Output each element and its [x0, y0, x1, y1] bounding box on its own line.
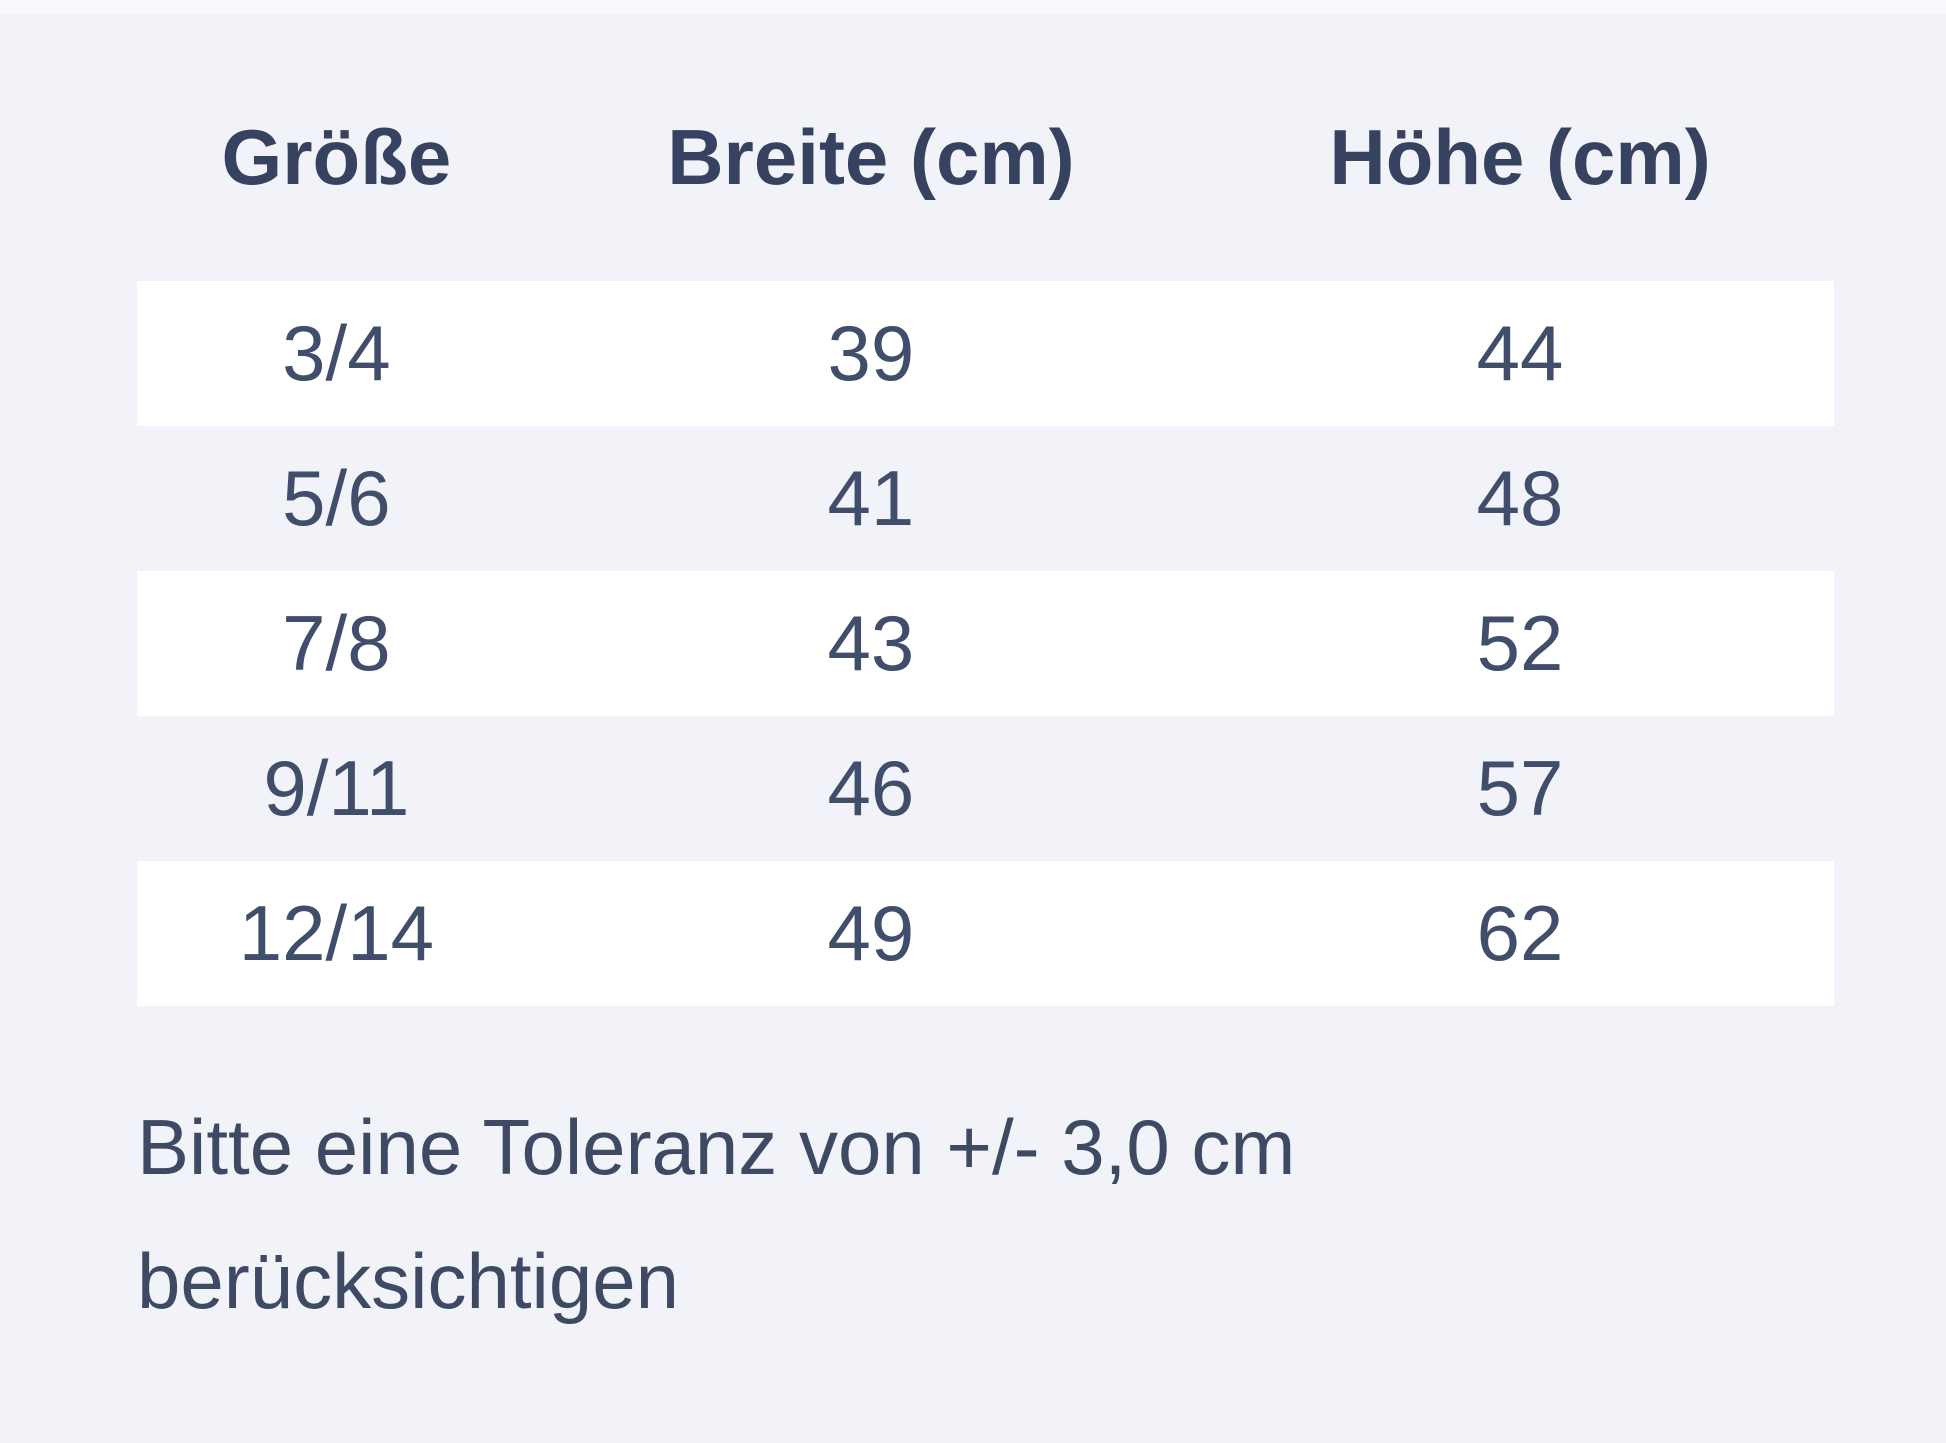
- table-cell: 7/8: [282, 599, 391, 687]
- table-cell: 41: [827, 454, 915, 542]
- table-cell: 9/11: [263, 744, 410, 832]
- table-row: 3/4 39 44: [137, 281, 1834, 426]
- table-cell: 52: [1476, 599, 1564, 687]
- size-table-body: 3/4 39 44 5/6 41 48 7/8 43 52 9/11 46 57 12/14 49 62: [137, 281, 1834, 1006]
- table-cell: 43: [827, 599, 915, 687]
- table-cell: 57: [1476, 744, 1564, 832]
- table-cell: 3/4: [282, 309, 391, 397]
- tolerance-note-line2: berücksichtigen: [137, 1237, 679, 1325]
- table-row: 5/6 41 48: [137, 426, 1834, 571]
- column-header-groesse: Größe: [221, 113, 452, 201]
- top-edge-highlight: [0, 0, 1946, 14]
- tolerance-note-line1: Bitte eine Toleranz von +/- 3,0 cm: [137, 1103, 1296, 1191]
- table-cell: 39: [827, 309, 915, 397]
- table-row: 9/11 46 57: [137, 716, 1834, 861]
- table-cell: 48: [1476, 454, 1564, 542]
- column-header-hoehe: Höhe (cm): [1329, 113, 1711, 201]
- table-cell: 12/14: [238, 889, 434, 977]
- table-cell: 44: [1476, 309, 1564, 397]
- table-row: 7/8 43 52: [137, 571, 1834, 716]
- table-row: 12/14 49 62: [137, 861, 1834, 1006]
- size-table-header: Größe Breite (cm) Höhe (cm): [137, 0, 1834, 281]
- column-header-breite: Breite (cm): [667, 113, 1075, 201]
- table-cell: 49: [827, 889, 915, 977]
- tolerance-note: Bitte eine Toleranz von +/- 3,0 cm berüc…: [137, 1080, 1737, 1348]
- table-cell: 62: [1476, 889, 1564, 977]
- size-table: Größe Breite (cm) Höhe (cm) 3/4 39 44 5/6 41…: [137, 0, 1834, 1006]
- header-row: Größe Breite (cm) Höhe (cm): [137, 0, 1834, 281]
- table-cell: 46: [827, 744, 915, 832]
- table-cell: 5/6: [282, 454, 391, 542]
